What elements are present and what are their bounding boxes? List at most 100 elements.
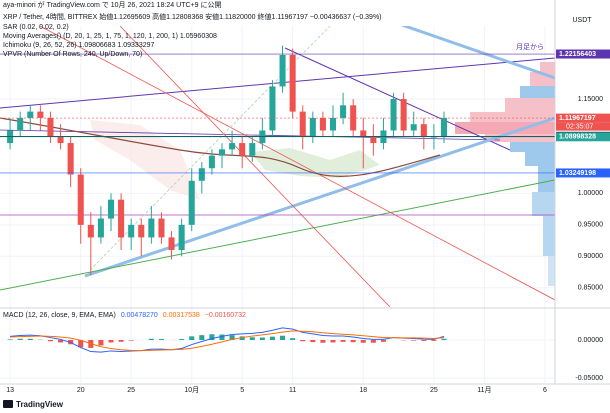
candle-body — [289, 54, 296, 112]
drawings — [0, 26, 555, 307]
trend-line — [0, 57, 555, 109]
macd-histogram-bar — [249, 337, 255, 341]
candle-body — [118, 199, 125, 238]
macd-histogram-bar — [380, 340, 386, 342]
x-tick-label: 25 — [430, 387, 438, 394]
trend-line — [39, 26, 555, 301]
logo — [3, 400, 13, 408]
trend-line — [400, 26, 555, 80]
price-label: 1.22156403 — [559, 51, 596, 58]
candle-body — [158, 218, 165, 238]
macd-line — [10, 330, 445, 352]
candle-body — [37, 111, 44, 118]
x-tick-label: 13 — [6, 387, 14, 394]
macd-histogram-bar — [7, 339, 13, 341]
macd-histogram-bar — [320, 340, 326, 343]
candle-body — [440, 117, 448, 137]
candle-body — [309, 117, 316, 137]
ichimoku-cloud — [90, 120, 200, 200]
candle-body — [87, 224, 94, 238]
macd-histogram-bar — [411, 340, 417, 341]
candle-body — [17, 117, 24, 131]
candles — [0, 45, 555, 276]
candle-body — [198, 168, 205, 181]
macd-value: 0.00317538 — [163, 312, 200, 319]
macd-histogram-bar — [148, 338, 154, 341]
macd-pane — [7, 327, 447, 353]
macd-histogram-bar — [209, 334, 215, 341]
macd-histogram-bar — [431, 340, 437, 341]
y2-tick-label: -0.05000 — [575, 375, 603, 382]
indicator-legend: SAR (0.02, 0.02, 0.2) — [3, 24, 69, 31]
macd-histogram-bar — [47, 340, 53, 342]
candle-body — [168, 237, 175, 251]
indicator-legend: Moving Averages() (D, 20, 1, 25, 1, 75, … — [3, 33, 217, 40]
macd-value: −0.00160732 — [205, 312, 246, 319]
macd-histogram-bar — [350, 340, 356, 343]
macd-histogram-bar — [441, 338, 447, 341]
candle-body — [430, 136, 437, 138]
macd-histogram-bar — [27, 338, 33, 341]
candle-body — [410, 124, 417, 131]
x-tick-label: 25 — [127, 387, 135, 394]
candle-body — [208, 155, 215, 169]
macd-histogram-bar — [78, 340, 84, 348]
macd-histogram-bar — [108, 340, 114, 343]
macd-histogram-bar — [17, 338, 23, 341]
candle-body — [370, 136, 377, 144]
macd-histogram-bar — [239, 336, 245, 341]
macd-value: 0.00478270 — [121, 312, 158, 319]
candle-body — [299, 111, 306, 137]
candle-body — [218, 149, 226, 156]
candle-body — [360, 130, 367, 137]
candle-body — [148, 218, 155, 238]
candle-body — [178, 224, 185, 251]
footer: TradingView — [3, 400, 64, 409]
y-tick-label: 0.95000 — [578, 222, 603, 229]
macd-histogram-bar — [300, 340, 306, 342]
macd-histogram-bar — [118, 340, 124, 342]
price-label: 1.11967197 — [559, 115, 596, 122]
candle-body — [319, 117, 326, 131]
macd-histogram-bar — [269, 336, 275, 341]
candle-body — [107, 199, 115, 219]
countdown: 02:35:07 — [566, 123, 593, 130]
x-tick-label: 10月 — [184, 386, 199, 394]
candle-body — [420, 124, 427, 137]
y-tick-label: 0.90000 — [578, 253, 603, 260]
y-tick-label: 1.15000 — [578, 96, 603, 103]
macd-histogram-bar — [290, 338, 296, 341]
macd-histogram-bar — [189, 336, 195, 341]
candle-body — [97, 218, 104, 238]
x-tick-label: 6 — [543, 387, 547, 394]
candle-body — [249, 143, 256, 156]
x-tick-label: 5 — [240, 387, 244, 394]
candle-body — [340, 105, 347, 118]
y-tick-label: 1.00000 — [578, 190, 603, 197]
countdown-box — [556, 122, 610, 131]
macd-histogram-bar — [158, 339, 164, 341]
macd-histogram-bar — [128, 340, 134, 341]
macd-histogram-bar — [340, 340, 346, 342]
macd-histogram-bar — [58, 340, 64, 343]
candle-body — [229, 143, 236, 150]
price-label-box — [556, 49, 610, 59]
macd-histogram-bar — [280, 335, 286, 341]
trend-line — [284, 47, 511, 151]
candle-body — [329, 117, 337, 131]
macd-histogram-bar — [330, 340, 336, 343]
candle-body — [269, 86, 276, 131]
price-label-box — [556, 113, 610, 123]
publish-line: aya-minori が TradingView.com で 10月 26, 2… — [3, 0, 221, 9]
macd-histogram-bar — [229, 335, 235, 341]
trend-line — [0, 129, 501, 141]
macd-histogram-bar — [219, 334, 225, 341]
x-tick-label: 11 — [289, 387, 296, 394]
candle-body — [57, 136, 64, 144]
trend-line — [0, 179, 555, 291]
price-label: 1.08998328 — [559, 134, 596, 141]
x-tick-label: 18 — [359, 387, 367, 394]
candle-body — [138, 224, 145, 238]
indicator-legend: VPVR (Number Of Rows, 240, Up/Down, 70) — [3, 51, 142, 58]
